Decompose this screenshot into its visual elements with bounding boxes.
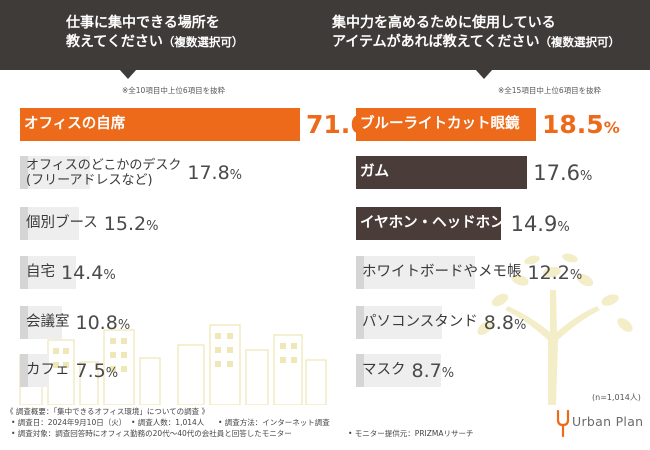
value-unit: % bbox=[580, 169, 593, 184]
left-bar-label-0: オフィスの自席 bbox=[24, 116, 125, 133]
left-bar-shade-2 bbox=[28, 207, 80, 240]
value-unit: % bbox=[117, 318, 131, 333]
left-bar-1 bbox=[20, 156, 28, 189]
left-bar-label-2: 個別ブース bbox=[26, 215, 98, 232]
bar-label-line: 個別ブース bbox=[26, 215, 98, 231]
right-bar-label-2: イヤホン・ヘッドホン bbox=[360, 215, 505, 232]
right-chart-note: ※全15項目中上位6項目を抜粋 bbox=[498, 86, 602, 95]
left-value-label-5: 7.5% bbox=[76, 360, 119, 385]
right-value-label-1: 17.6% bbox=[533, 162, 592, 188]
survey-count: • 調査人数：1,014人 bbox=[131, 418, 205, 427]
left-value-label-4: 10.8% bbox=[76, 312, 131, 337]
right-bar-label-1: ガム bbox=[360, 164, 389, 181]
bar-label-line-sub: (フリーアドレスなど) bbox=[26, 173, 153, 188]
right-bar-2 bbox=[356, 207, 501, 240]
value-unit: % bbox=[513, 318, 527, 333]
value-unit: % bbox=[146, 219, 159, 234]
left-bar-0 bbox=[20, 108, 300, 141]
left-question-title: 仕事に集中できる場所を 教えてください（複数選択可） bbox=[66, 15, 244, 50]
left-value-label-3: 14.4% bbox=[61, 262, 116, 287]
right-bar-label-4: パソコンスタンド bbox=[362, 314, 478, 331]
right-bar-0 bbox=[356, 108, 536, 141]
right-bar-5 bbox=[356, 354, 364, 387]
right-value-label-3: 12.2% bbox=[528, 262, 583, 287]
survey-provider: • モニター提供元：PRIZMAリサーチ bbox=[348, 429, 474, 438]
left-bar-label-1: オフィスのどこかのデスク (フリーアドレスなど) bbox=[26, 158, 181, 188]
survey-title: 《 調査概要：「集中できるオフィス環境」についての調査 》 bbox=[6, 407, 209, 416]
right-bar-label-3: ホワイトボードやメモ帳 bbox=[362, 264, 522, 281]
left-bar-2 bbox=[20, 207, 28, 240]
left-bar-label-5: カフェ bbox=[26, 362, 70, 379]
right-value-label-2: 14.9% bbox=[511, 213, 570, 239]
value-unit: % bbox=[229, 168, 243, 183]
right-value-label-0: 18.5% bbox=[542, 111, 620, 142]
right-value-label-5: 8.7% bbox=[412, 360, 455, 385]
left-bar-label-4: 会議室 bbox=[26, 314, 70, 331]
left-bar-3 bbox=[20, 256, 28, 289]
left-bar-shade-1 bbox=[28, 156, 90, 189]
header-band bbox=[0, 0, 650, 70]
value-number: 17.6 bbox=[533, 161, 580, 185]
sample-size-note: (n=1,014人) bbox=[592, 393, 641, 402]
urban-plan-logo-icon bbox=[556, 409, 570, 438]
bar-label-line: 自宅 bbox=[26, 264, 55, 280]
left-value-label-1: 17.8% bbox=[187, 162, 242, 187]
right-value-label-4: 8.8% bbox=[484, 312, 527, 337]
right-bar-1 bbox=[356, 156, 528, 189]
value-number: 10.8 bbox=[75, 312, 118, 334]
value-number: 12.2 bbox=[527, 262, 570, 284]
value-number: 7.5 bbox=[75, 360, 106, 382]
logo-text: Urban Plan bbox=[572, 414, 644, 429]
bar-label-line: イヤホン・ヘッドホン bbox=[360, 215, 505, 231]
right-bar-4 bbox=[356, 306, 364, 339]
value-unit: % bbox=[569, 268, 583, 283]
tree-illustration bbox=[477, 253, 633, 405]
value-number: 15.2 bbox=[103, 213, 147, 235]
value-unit: % bbox=[557, 220, 570, 235]
value-unit: % bbox=[105, 366, 119, 381]
left-header-pointer bbox=[119, 69, 137, 79]
left-bar-shade-3 bbox=[28, 256, 77, 289]
value-number: 17.8 bbox=[187, 162, 230, 184]
value-unit: % bbox=[441, 366, 455, 381]
survey-target: • 調査対象：調査回答時にオフィス勤務の20代〜40代の会社員と回答したモニター bbox=[11, 429, 292, 438]
right-bar-shade-5 bbox=[364, 354, 441, 387]
bar-label-line: パソコンスタンド bbox=[362, 314, 478, 330]
bar-label-line: マスク bbox=[362, 362, 406, 378]
right-bar-label-0: ブルーライトカット眼鏡 bbox=[360, 116, 520, 133]
right-bar-shade-4 bbox=[364, 306, 442, 339]
value-unit: % bbox=[603, 118, 620, 137]
survey-footer: 《 調査概要：「集中できるオフィス環境」についての調査 》 • 調査日：2024… bbox=[0, 404, 540, 450]
left-bar-shade-4 bbox=[28, 306, 63, 339]
survey-method: • 調査方法：インターネット調査 bbox=[218, 418, 330, 427]
bar-label-line: オフィスのどこかのデスク bbox=[26, 158, 182, 173]
bar-label-line: ブルーライトカット眼鏡 bbox=[360, 116, 520, 132]
left-chart-note: ※全10項目中上位6項目を抜粋 bbox=[122, 86, 226, 95]
right-header-pointer bbox=[475, 69, 493, 79]
bar-label-line: カフェ bbox=[26, 362, 70, 378]
bar-label-line: 会議室 bbox=[26, 314, 70, 330]
right-bar-3 bbox=[356, 256, 364, 289]
right-question-title: 集中力を高めるために使用している アイテムがあれば教えてください（複数選択可） bbox=[332, 15, 620, 50]
value-unit: % bbox=[103, 268, 116, 283]
survey-date: • 調査日：2024年9月10日（火） bbox=[11, 418, 127, 427]
left-bar-4 bbox=[20, 306, 28, 339]
value-number: 14.4 bbox=[61, 262, 104, 284]
value-number: 18.5 bbox=[542, 110, 604, 139]
bar-label-line: ホワイトボードやメモ帳 bbox=[362, 264, 522, 280]
value-number: 14.9 bbox=[510, 212, 558, 236]
left-bar-label-3: 自宅 bbox=[26, 264, 55, 281]
value-number: 8.8 bbox=[483, 312, 514, 334]
right-bar-shade-3 bbox=[364, 256, 475, 289]
bar-label-line: ガム bbox=[360, 164, 389, 180]
bar-label-line: オフィスの自席 bbox=[24, 116, 126, 132]
left-value-label-2: 15.2% bbox=[104, 213, 159, 238]
left-bar-shade-5 bbox=[28, 354, 50, 387]
value-number: 8.7 bbox=[411, 360, 442, 382]
left-bar-5 bbox=[20, 354, 28, 387]
right-bar-label-5: マスク bbox=[362, 362, 406, 379]
